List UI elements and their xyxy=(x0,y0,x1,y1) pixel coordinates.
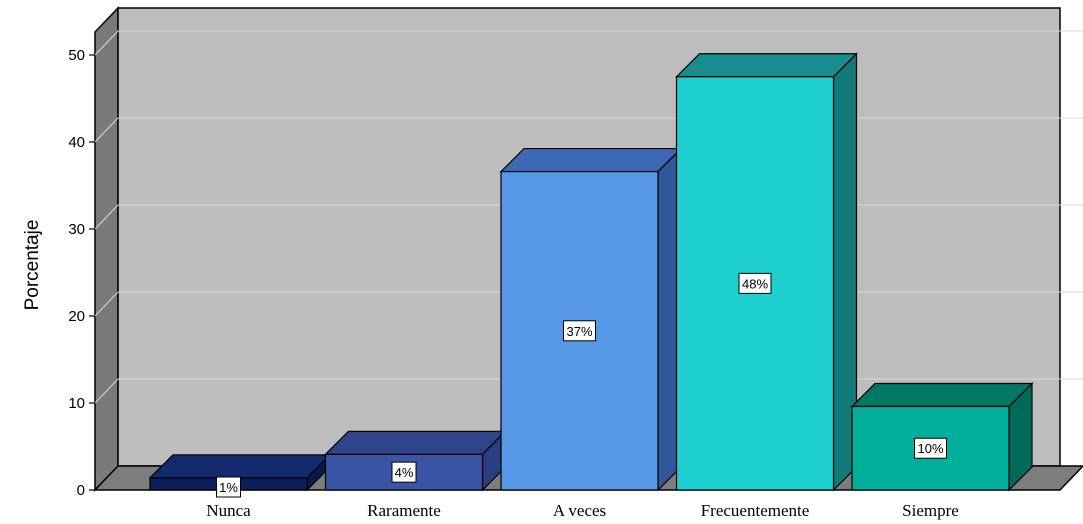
bar-siempre xyxy=(850,382,1034,492)
x-category-label: Raramente xyxy=(367,501,441,520)
data-label-box xyxy=(563,320,596,342)
data-label-text: 37% xyxy=(566,324,592,339)
bar-frecuentemente xyxy=(675,52,858,492)
y-tick-label: 20 xyxy=(68,308,85,325)
y-tick-label: 10 xyxy=(68,395,85,412)
data-label: 37% xyxy=(563,320,596,342)
bar-top xyxy=(324,430,507,455)
y-axis-ticks: 0 10 20 30 40 50 xyxy=(68,47,95,499)
left-wall xyxy=(94,6,119,492)
data-label: 1% xyxy=(216,476,241,498)
x-category-label: A veces xyxy=(553,501,606,520)
gridline-side xyxy=(94,117,119,143)
y-tick-label: 30 xyxy=(68,221,85,238)
x-category-label: Nunca xyxy=(206,501,251,520)
data-labels: 1% 4% 37% 48% 10% xyxy=(216,272,947,498)
x-axis-categories: Nunca Raramente A veces Frecuentemente Siemp… xyxy=(206,501,959,520)
data-label-box xyxy=(914,437,947,459)
bar-a-veces xyxy=(499,147,683,492)
data-label: 4% xyxy=(391,461,417,483)
bar-top xyxy=(850,382,1034,408)
data-label-text: 10% xyxy=(917,441,943,456)
bars xyxy=(148,52,1034,492)
data-label-box xyxy=(738,272,772,294)
y-tick-label: 40 xyxy=(68,134,85,151)
gridline-side xyxy=(94,30,119,56)
y-tick-label: 0 xyxy=(77,482,85,499)
data-label-box xyxy=(216,476,241,498)
data-label-text: 1% xyxy=(219,480,238,495)
bar-top xyxy=(148,454,332,479)
bar-top xyxy=(675,53,858,78)
x-category-label: Siempre xyxy=(902,501,959,520)
data-label-text: 4% xyxy=(395,465,414,480)
data-label: 10% xyxy=(914,437,947,459)
data-label-text: 48% xyxy=(742,276,768,291)
gridline-side xyxy=(94,204,119,230)
gridline-side xyxy=(94,378,119,404)
data-label: 48% xyxy=(738,272,772,294)
data-label-box xyxy=(391,461,417,483)
x-category-label: Frecuentemente xyxy=(701,501,810,520)
bar-top xyxy=(499,147,683,173)
y-axis-title: Porcentaje xyxy=(22,220,43,311)
y-tick-label: 50 xyxy=(68,47,85,64)
gridline-side xyxy=(94,291,119,317)
